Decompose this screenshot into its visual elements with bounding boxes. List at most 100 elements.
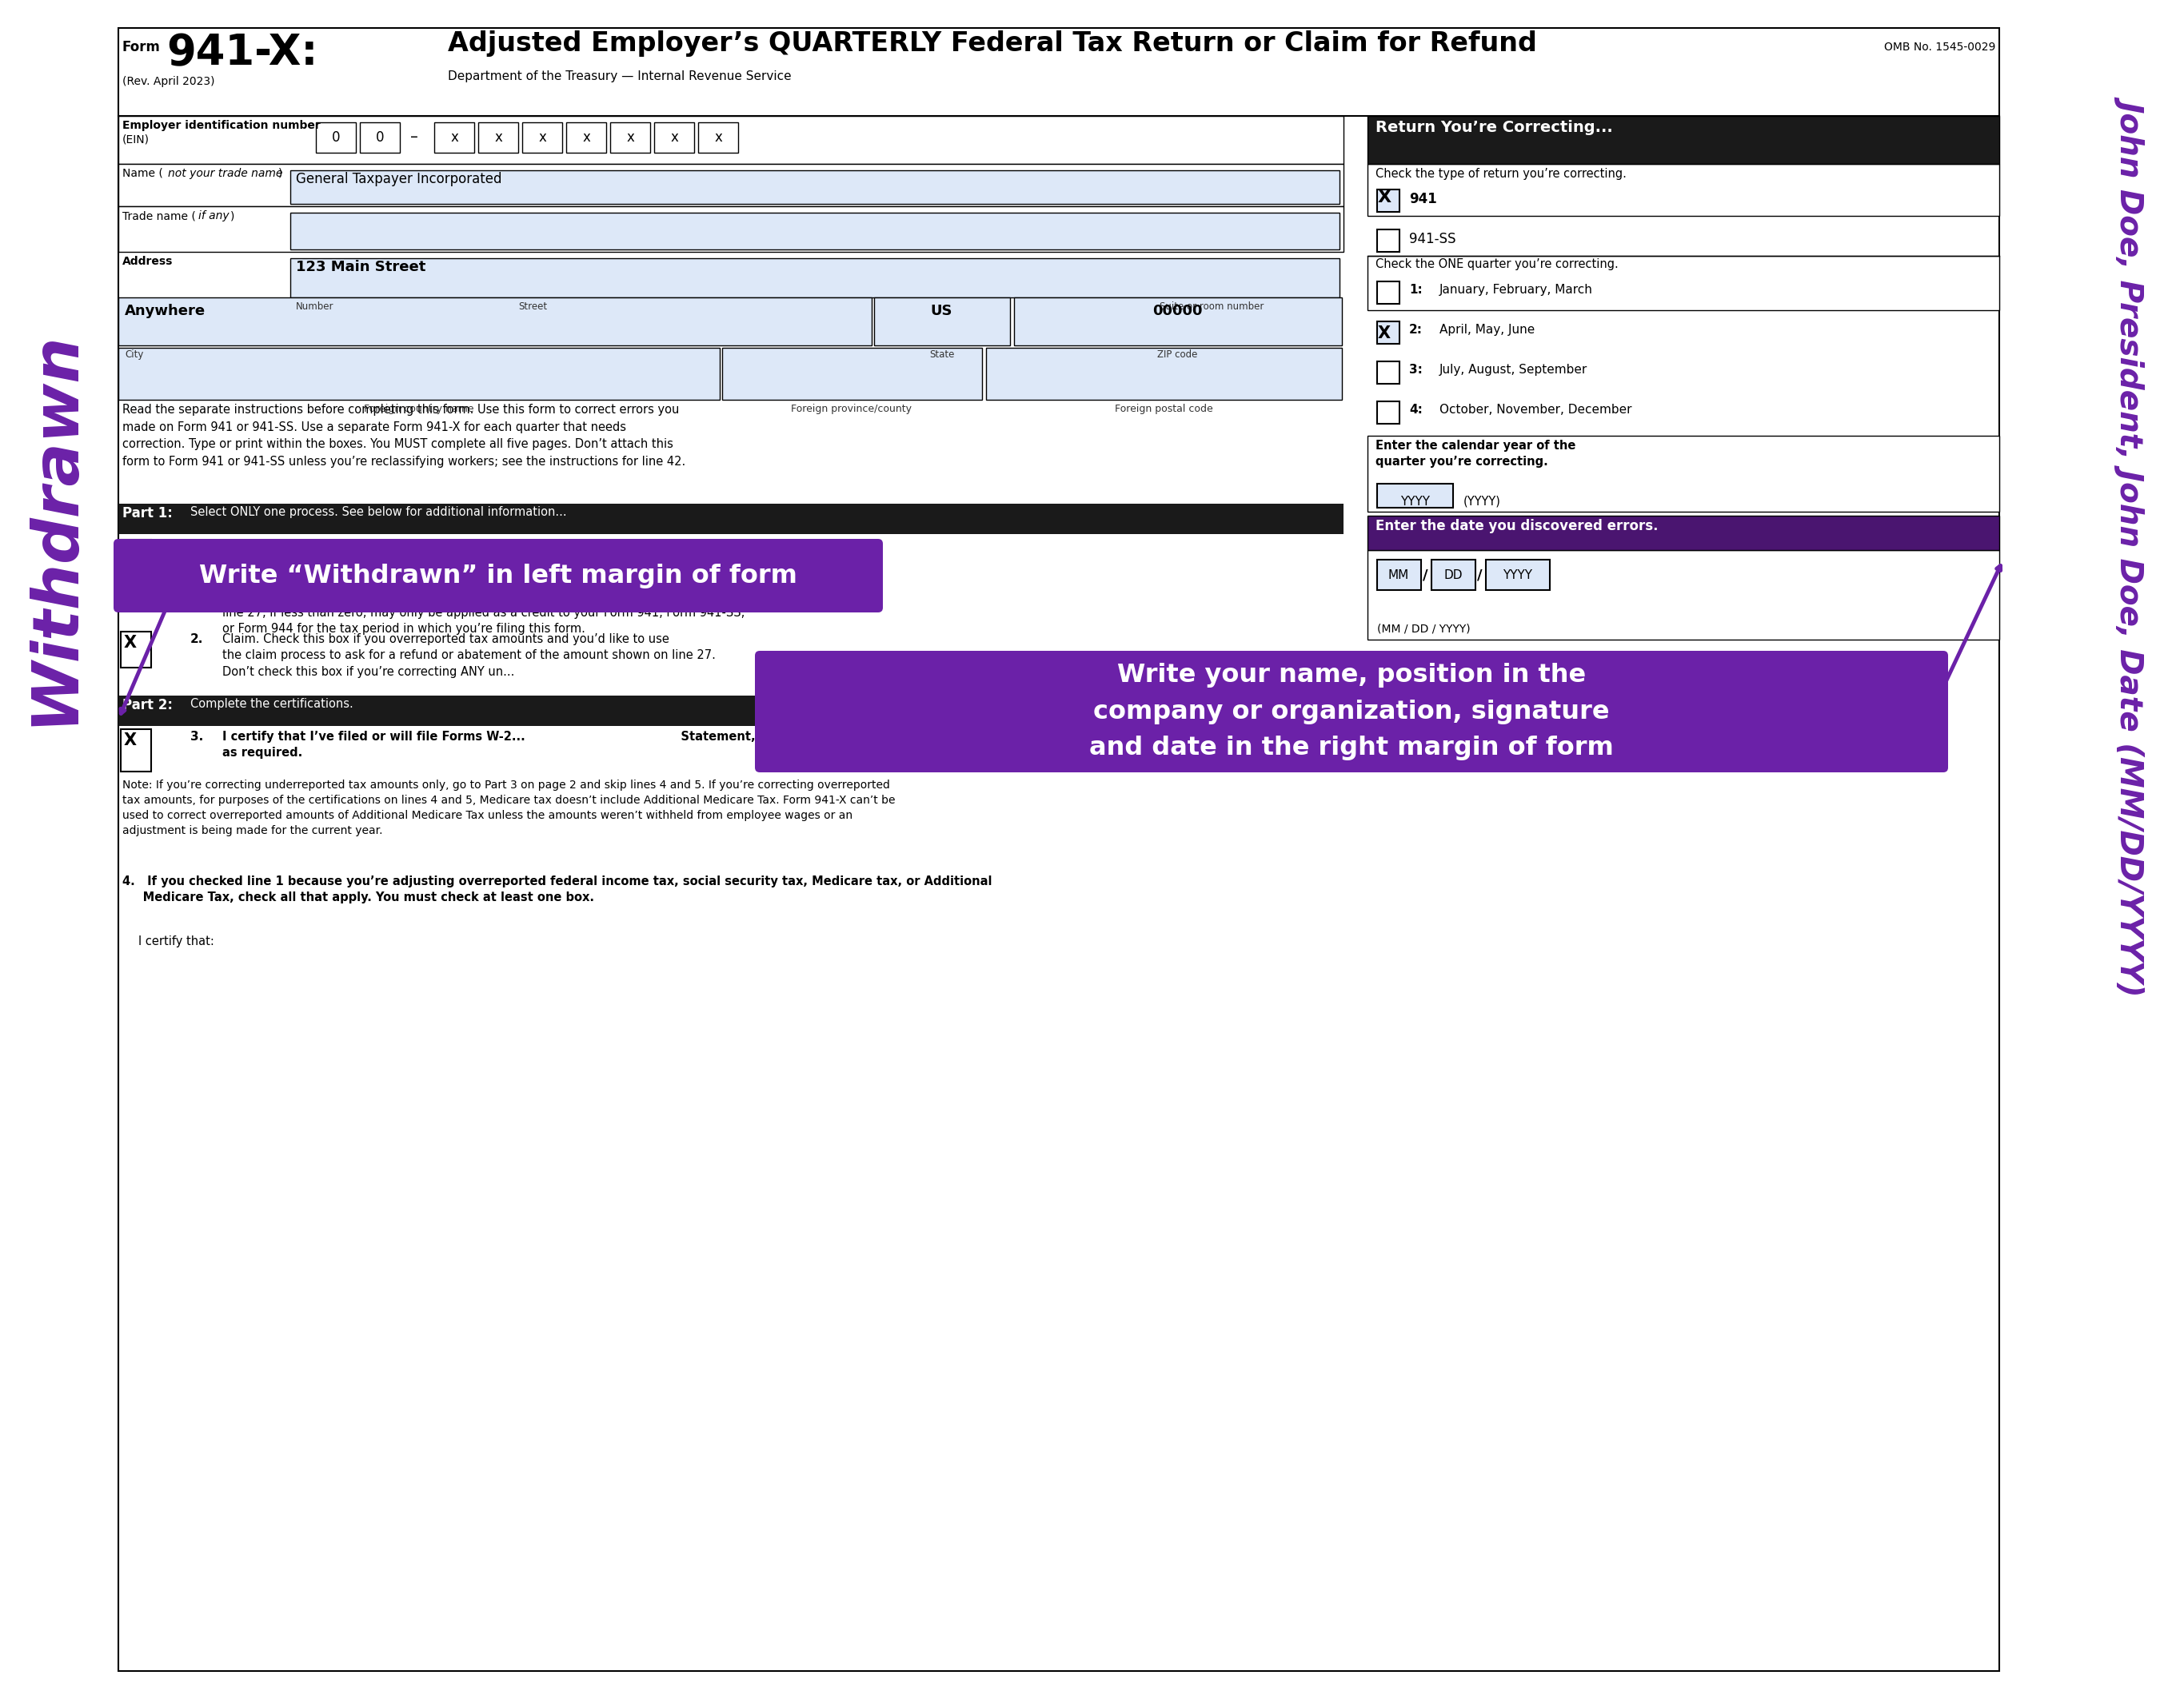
- Text: July, August, September: July, August, September: [1439, 364, 1588, 375]
- Text: (MM / DD / YYYY): (MM / DD / YYYY): [1378, 624, 1470, 634]
- Text: State: State: [928, 350, 954, 360]
- Bar: [435, 122, 474, 152]
- Bar: [1367, 164, 1998, 216]
- Text: US: US: [930, 304, 952, 318]
- Text: 941-SS: 941-SS: [1409, 232, 1457, 247]
- FancyBboxPatch shape: [114, 539, 882, 612]
- Bar: [723, 348, 983, 399]
- Text: 941: 941: [1409, 191, 1437, 206]
- Text: 4:: 4:: [1409, 404, 1422, 416]
- Text: OMB No. 1545-0029: OMB No. 1545-0029: [1885, 42, 1996, 52]
- Text: April, May, June: April, May, June: [1439, 323, 1535, 337]
- Bar: [120, 632, 151, 668]
- Bar: [1367, 516, 1998, 550]
- Text: Return You’re Correcting...: Return You’re Correcting...: [1376, 120, 1612, 135]
- Bar: [317, 122, 356, 152]
- Bar: [874, 298, 1009, 345]
- Text: Foreign province/county: Foreign province/county: [791, 404, 913, 414]
- Text: 0: 0: [376, 130, 384, 145]
- Text: /: /: [1476, 568, 1483, 582]
- Bar: [1431, 560, 1476, 590]
- Bar: [118, 164, 1343, 206]
- Bar: [699, 122, 738, 152]
- Text: x: x: [537, 130, 546, 145]
- Text: 00000: 00000: [1153, 304, 1203, 318]
- Text: 1.: 1.: [190, 541, 203, 553]
- Text: x: x: [494, 130, 502, 145]
- Bar: [118, 695, 1343, 725]
- Text: 2.: 2.: [190, 632, 203, 646]
- Bar: [1013, 298, 1341, 345]
- Text: 123 Main Street: 123 Main Street: [295, 260, 426, 274]
- Text: ): ): [277, 167, 282, 179]
- Text: DD: DD: [1444, 568, 1463, 580]
- Text: Check the ONE quarter you’re correcting.: Check the ONE quarter you’re correcting.: [1376, 259, 1618, 271]
- Text: /: /: [1422, 568, 1428, 582]
- Bar: [478, 122, 518, 152]
- Text: ZIP code: ZIP code: [1158, 350, 1197, 360]
- Bar: [522, 122, 561, 152]
- Bar: [118, 117, 1343, 164]
- Text: 941-X:: 941-X:: [166, 32, 319, 73]
- Bar: [566, 122, 607, 152]
- Text: Claim. Check this box if you overreported tax amounts and you’d like to use
the : Claim. Check this box if you overreporte…: [223, 632, 716, 678]
- Text: I certify that:: I certify that:: [138, 935, 214, 947]
- Text: –: –: [411, 130, 417, 145]
- Text: Check the type of return you’re correcting.: Check the type of return you’re correcti…: [1376, 167, 1627, 179]
- Text: Adjusted return. Check this box if you underreported tax amounts or if you
overr: Adjusted return. Check this box if you u…: [223, 541, 745, 634]
- Text: Adjusted Employer’s QUARTERLY Federal Tax Return or Claim for Refund: Adjusted Employer’s QUARTERLY Federal Ta…: [448, 30, 1538, 57]
- Text: ): ): [229, 210, 234, 222]
- Text: Write “Withdrawn” in left margin of form: Write “Withdrawn” in left margin of form: [199, 563, 797, 588]
- Text: Trade name (: Trade name (: [122, 210, 197, 222]
- Bar: [360, 122, 400, 152]
- Text: x: x: [450, 130, 459, 145]
- Text: Write your name, position in the
company or organization, signature
and date in : Write your name, position in the company…: [1090, 663, 1614, 761]
- Text: Part 1:: Part 1:: [122, 506, 173, 521]
- Text: 3:: 3:: [1409, 364, 1422, 375]
- Text: Part 2:: Part 2:: [122, 698, 173, 712]
- Bar: [290, 259, 1339, 298]
- Text: X: X: [124, 732, 138, 749]
- Text: X: X: [1378, 189, 1391, 206]
- Text: 1:: 1:: [1409, 284, 1422, 296]
- Bar: [1378, 321, 1400, 343]
- Text: X: X: [1378, 325, 1391, 342]
- Text: Suite or room number: Suite or room number: [1160, 301, 1265, 311]
- Bar: [290, 213, 1339, 250]
- Text: x: x: [714, 130, 723, 145]
- Text: Enter the date you discovered errors.: Enter the date you discovered errors.: [1376, 519, 1658, 533]
- Bar: [1378, 281, 1400, 304]
- Bar: [118, 298, 871, 345]
- Text: Street: Street: [518, 301, 548, 311]
- Text: (YYYY): (YYYY): [1463, 495, 1500, 507]
- Text: if any: if any: [199, 210, 229, 222]
- Text: (Rev. April 2023): (Rev. April 2023): [122, 76, 214, 88]
- Bar: [1378, 362, 1400, 384]
- Text: Complete the certifications.: Complete the certifications.: [190, 698, 354, 710]
- Text: Anywhere: Anywhere: [124, 304, 205, 318]
- Text: 0: 0: [332, 130, 341, 145]
- Text: (EIN): (EIN): [122, 134, 149, 145]
- Bar: [118, 206, 1343, 252]
- Text: X: X: [124, 634, 138, 651]
- Bar: [1367, 436, 1998, 512]
- Bar: [1367, 550, 1998, 639]
- Bar: [120, 539, 151, 575]
- Bar: [1378, 484, 1452, 507]
- Bar: [655, 122, 695, 152]
- Text: City: City: [124, 350, 144, 360]
- Bar: [1378, 189, 1400, 211]
- Text: Read the separate instructions before completing this form. Use this form to cor: Read the separate instructions before co…: [122, 404, 686, 468]
- Bar: [1485, 560, 1551, 590]
- Text: Note: If you’re correcting underreported tax amounts only, go to Part 3 on page : Note: If you’re correcting underreported…: [122, 780, 895, 835]
- Text: 3.: 3.: [190, 731, 203, 742]
- Text: MM: MM: [1389, 568, 1409, 580]
- Bar: [120, 729, 151, 771]
- Text: YYYY: YYYY: [1503, 568, 1533, 580]
- Text: John Doe, President, John Doe, Date (MM/DD/YYYY): John Doe, President, John Doe, Date (MM/…: [2118, 96, 2149, 991]
- Text: Department of the Treasury — Internal Revenue Service: Department of the Treasury — Internal Re…: [448, 71, 791, 83]
- Text: 4.   If you checked line 1 because you’re adjusting overreported federal income : 4. If you checked line 1 because you’re …: [122, 876, 992, 903]
- Text: x: x: [670, 130, 677, 145]
- Text: Address: Address: [122, 255, 173, 267]
- Text: Name (: Name (: [122, 167, 164, 179]
